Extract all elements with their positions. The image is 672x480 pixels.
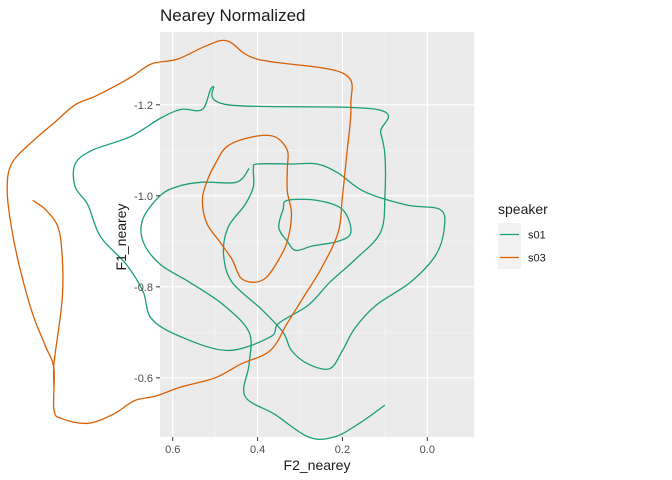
y-tick-label: -1.2 xyxy=(134,100,153,112)
legend-title: speaker xyxy=(498,201,548,217)
contour-s01-4 xyxy=(140,168,386,440)
chart-title: Nearey Normalized xyxy=(160,6,306,25)
legend: speaker s01 s03 xyxy=(498,201,548,269)
plot-panel xyxy=(6,32,474,440)
y-axis-title: F1_nearey xyxy=(113,204,129,271)
x-tick-label: 0.4 xyxy=(250,444,265,456)
x-axis-ticks: 0.6 0.4 0.2 0.0 xyxy=(165,437,435,456)
legend-label-s01: s01 xyxy=(528,230,546,242)
y-axis-ticks: -1.2 -1.0 -0.8 -0.6 xyxy=(134,100,160,385)
y-tick-label: -0.8 xyxy=(134,282,153,294)
contour-s03-3 xyxy=(32,199,64,387)
legend-label-s03: s03 xyxy=(528,253,546,265)
x-tick-label: 0.0 xyxy=(420,444,435,456)
x-tick-label: 0.6 xyxy=(165,444,180,456)
x-axis-title: F2_nearey xyxy=(284,457,351,473)
y-tick-label: -0.6 xyxy=(134,373,153,385)
contour-s01-2 xyxy=(222,162,446,371)
contour-s01-3 xyxy=(278,198,352,252)
y-tick-label: -1.0 xyxy=(134,191,153,203)
contour-s03-2 xyxy=(201,134,293,283)
panel-background xyxy=(160,32,474,437)
x-tick-label: 0.2 xyxy=(335,444,350,456)
contour-s01-1 xyxy=(72,85,390,352)
contour-s03-1 xyxy=(6,39,353,425)
